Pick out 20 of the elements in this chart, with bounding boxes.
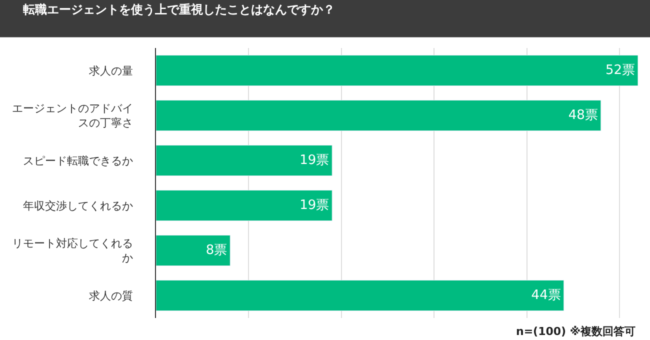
y-tick-label: スピード転職できるか: [22, 154, 133, 168]
data-label: 19票: [300, 153, 330, 168]
data-label: 52票: [605, 63, 635, 78]
data-label: 8票: [206, 243, 228, 258]
bar: [156, 144, 332, 176]
y-tick-label: リモート対応してくれるか: [12, 237, 133, 264]
chart-title: 転職エージェントを使う上で重視したことはなんですか？: [22, 2, 335, 16]
y-tick-label: 年収交渉してくれるか: [22, 199, 133, 212]
y-tick-label: 求人の量: [88, 64, 133, 78]
text: n=(100) ※複数回答可: [516, 325, 636, 338]
bar: [156, 280, 564, 312]
bar: [156, 100, 602, 132]
data-label: 44票: [531, 288, 561, 303]
bar: [156, 190, 332, 222]
y-tick-label: 求人の質: [88, 289, 133, 302]
bar: [156, 234, 230, 266]
y-tick-label: エージェントのアドバイスの丁寧さ: [12, 102, 133, 130]
bar: [156, 54, 638, 86]
data-label: 48票: [568, 108, 598, 123]
data-label: 19票: [300, 198, 330, 213]
